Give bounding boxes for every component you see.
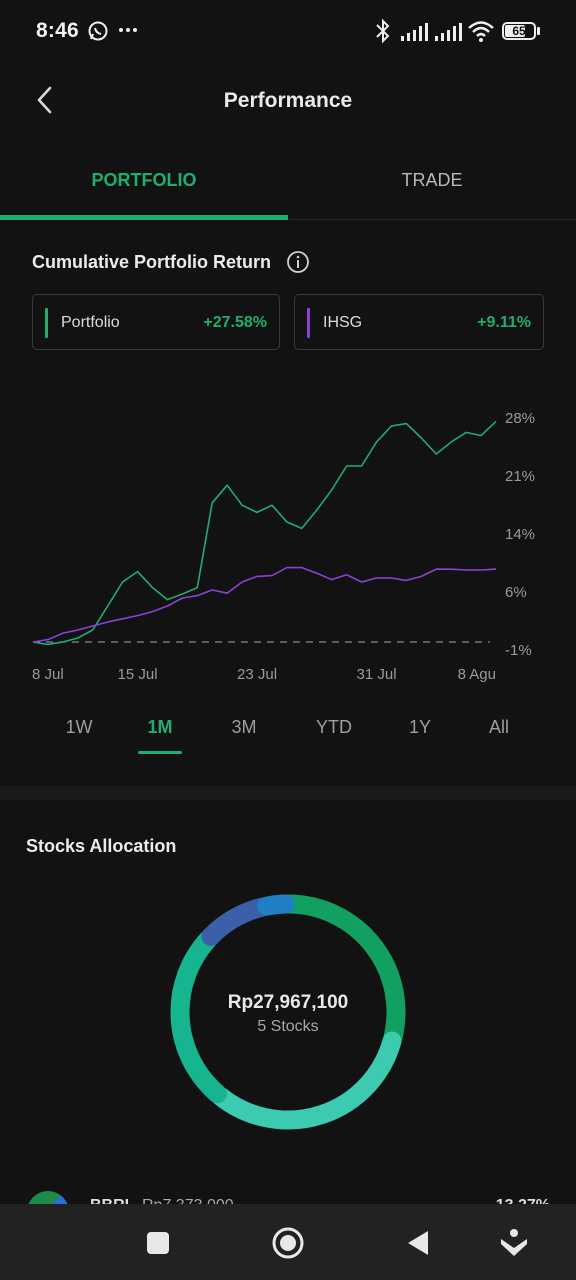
y-tick-label: -1% bbox=[505, 642, 532, 659]
range-1m[interactable]: 1M bbox=[147, 717, 173, 737]
legend-name: Portfolio bbox=[61, 314, 120, 331]
x-tick-label: 8 Agu bbox=[458, 666, 496, 683]
status-bar: 8:46 65 bbox=[0, 0, 576, 62]
range-ytd[interactable]: YTD bbox=[316, 717, 352, 737]
status-time: 8:46 bbox=[36, 19, 79, 42]
more-dots-icon bbox=[119, 28, 137, 32]
donut-segment[interactable] bbox=[201, 897, 272, 946]
stock-logo bbox=[27, 1191, 69, 1206]
stock-percent: 13.27% bbox=[495, 1197, 550, 1206]
circle-home-icon[interactable] bbox=[271, 1226, 305, 1260]
donut-segment[interactable] bbox=[211, 1031, 402, 1130]
system-nav-bar bbox=[0, 1204, 576, 1280]
x-tick-label: 8 Jul bbox=[32, 666, 64, 683]
y-tick-label: 6% bbox=[505, 584, 527, 601]
tab-divider bbox=[0, 219, 576, 220]
allocation-total-amount: Rp27,967,100 bbox=[227, 992, 349, 1013]
legend-value: +27.58% bbox=[203, 314, 267, 331]
section-separator bbox=[0, 786, 576, 800]
series-line-ihsg bbox=[32, 566, 497, 643]
legend-card-portfolio[interactable]: Portfolio +27.58% bbox=[32, 294, 280, 350]
back-triangle-icon[interactable] bbox=[401, 1226, 435, 1260]
bluetooth-icon bbox=[376, 18, 390, 44]
legend-name: IHSG bbox=[323, 314, 363, 331]
stock-code: BBRI bbox=[90, 1197, 130, 1206]
list-item[interactable]: BBRI Rp7,373,000 13.27% bbox=[0, 1186, 576, 1206]
donut-segment[interactable] bbox=[280, 894, 406, 1047]
donut-segment[interactable] bbox=[170, 930, 227, 1104]
battery-tip bbox=[537, 27, 540, 35]
signal-icon bbox=[435, 23, 462, 41]
range-1w[interactable]: 1W bbox=[65, 717, 93, 737]
whatsapp-icon bbox=[88, 21, 108, 41]
x-tick-label: 23 Jul bbox=[237, 666, 277, 683]
battery-level: 65 bbox=[512, 24, 526, 38]
performance-chart[interactable]: 28% 21% 14% 6% -1% 8 Jul 15 Jul 23 Jul 31 Jul 8 A… bbox=[0, 380, 576, 700]
x-tick-label: 31 Jul bbox=[357, 666, 397, 683]
legend-color-bar bbox=[307, 308, 310, 338]
allocation-title: Stocks Allocation bbox=[26, 836, 177, 856]
y-tick-label: 28% bbox=[505, 410, 535, 427]
tab-active-indicator bbox=[0, 215, 288, 220]
chevron-left-icon bbox=[37, 86, 52, 114]
page-title: Performance bbox=[223, 89, 353, 112]
allocation-donut-chart[interactable] bbox=[160, 884, 416, 1140]
x-tick-label: 15 Jul bbox=[118, 666, 158, 683]
donut-segment[interactable] bbox=[257, 894, 296, 916]
legend-value: +9.11% bbox=[477, 314, 531, 331]
range-3m[interactable]: 3M bbox=[231, 717, 257, 737]
stock-value: Rp7,373,000 bbox=[142, 1197, 234, 1206]
signal-icon bbox=[401, 23, 428, 41]
square-icon[interactable] bbox=[141, 1226, 175, 1260]
section-title: Cumulative Portfolio Return bbox=[32, 252, 272, 272]
y-tick-label: 14% bbox=[505, 526, 535, 543]
wifi-icon bbox=[468, 21, 494, 42]
legend-color-bar bbox=[45, 308, 48, 338]
tab-portfolio[interactable]: PORTFOLIO bbox=[91, 170, 197, 190]
series-line-portfolio bbox=[32, 420, 497, 646]
range-active-indicator bbox=[138, 751, 182, 754]
back-button[interactable] bbox=[28, 82, 64, 118]
tab-trade[interactable]: TRADE bbox=[401, 170, 463, 190]
range-all[interactable]: All bbox=[488, 717, 509, 737]
accessibility-icon[interactable] bbox=[497, 1226, 531, 1260]
legend-card-ihsg[interactable]: IHSG +9.11% bbox=[294, 294, 544, 350]
allocation-stock-count: 5 Stocks bbox=[257, 1018, 319, 1035]
battery-icon: 65 bbox=[502, 22, 536, 40]
info-icon[interactable] bbox=[286, 250, 310, 274]
y-tick-label: 21% bbox=[505, 468, 535, 485]
range-1y[interactable]: 1Y bbox=[408, 717, 432, 737]
